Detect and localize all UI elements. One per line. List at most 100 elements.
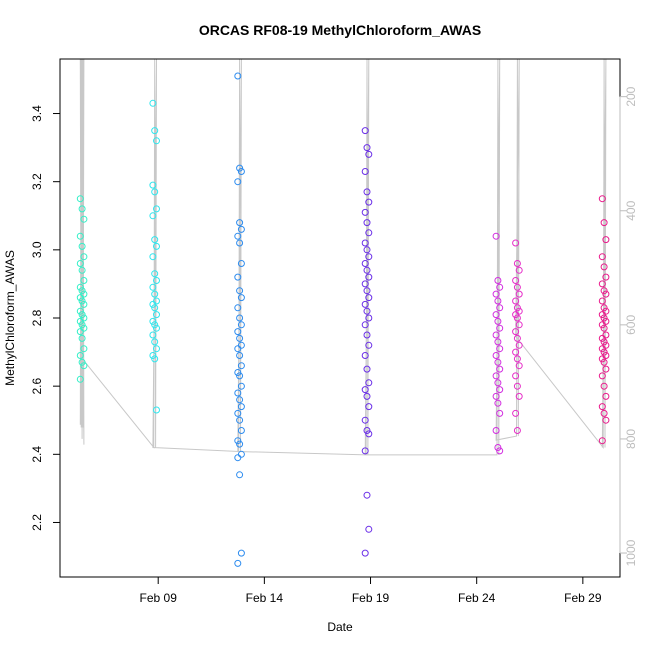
data-point (361, 208, 369, 216)
y2-tick-label: 800 (624, 429, 638, 449)
data-point (153, 345, 160, 353)
data-point (598, 280, 606, 288)
data-point (76, 294, 84, 302)
data-point (237, 403, 245, 411)
x-axis: Feb 09 Feb 14 Feb 19 Feb 24 Feb 29 (140, 577, 602, 605)
data-point (361, 280, 369, 288)
y-tick-label: 2.4 (30, 446, 44, 463)
data-point (492, 311, 500, 319)
data-point (602, 273, 610, 281)
data-point (153, 242, 160, 250)
data-point (361, 321, 369, 329)
data-point (361, 127, 369, 135)
data-point (598, 253, 606, 261)
y2-tick-label: 200 (624, 86, 638, 106)
data-point (512, 297, 520, 305)
data-point (496, 447, 504, 455)
data-point (602, 236, 610, 244)
y-tick-label: 2.8 (30, 309, 44, 326)
data-point (149, 300, 157, 308)
data-point (512, 372, 520, 380)
data-point (151, 321, 159, 329)
data-point (149, 317, 157, 325)
data-point (236, 440, 244, 448)
data-point (365, 403, 373, 411)
data-point (237, 294, 245, 302)
data-point (496, 409, 504, 417)
data-point (496, 345, 504, 353)
data-point (512, 409, 520, 417)
data-point (598, 372, 606, 380)
data-point (365, 150, 373, 158)
data-point (76, 260, 84, 267)
x-tick-label: Feb 14 (246, 591, 284, 605)
data-point (234, 389, 242, 397)
data-point (365, 525, 373, 533)
data-point (494, 358, 502, 366)
data-point (80, 362, 88, 370)
data-point (598, 355, 606, 363)
y2-axis: 200 400 600 800 1000 (619, 86, 638, 566)
data-point (496, 304, 504, 312)
data-point (365, 273, 373, 281)
data-point (365, 314, 373, 322)
data-point (236, 372, 244, 380)
data-point (80, 290, 88, 298)
data-point (237, 225, 245, 233)
data-point (153, 137, 160, 145)
data-point (151, 270, 159, 278)
data-point (237, 549, 245, 557)
data-point (494, 379, 502, 387)
data-point (602, 365, 610, 373)
chart-title: ORCAS RF08-19 MethylChloroform_AWAS (199, 22, 481, 38)
data-point (76, 283, 84, 291)
data-point (76, 328, 84, 336)
data-point (600, 409, 608, 417)
data-point (598, 297, 606, 305)
data-point (494, 444, 502, 451)
data-point (363, 144, 371, 152)
data-point (513, 382, 521, 390)
data-point (513, 314, 521, 322)
data-point (361, 352, 369, 359)
data-point (515, 392, 523, 400)
data-point (234, 559, 242, 567)
data-point (363, 287, 371, 295)
data-point (149, 331, 157, 339)
data-point (512, 311, 520, 319)
data-point (361, 300, 369, 308)
data-point (80, 215, 88, 223)
data-point (149, 99, 157, 107)
data-point (365, 229, 373, 237)
data-point (361, 260, 369, 267)
data-point (151, 236, 159, 244)
y-tick-label: 2.2 (30, 514, 44, 531)
data-point (598, 321, 606, 329)
data-point (600, 338, 608, 346)
data-point (513, 334, 521, 342)
data-point (151, 290, 159, 298)
y-tick-label: 2.6 (30, 377, 44, 394)
data-point (361, 549, 369, 557)
y-tick-label: 3.0 (30, 241, 44, 258)
data-point (602, 290, 610, 298)
data-point (234, 454, 242, 462)
data-point (515, 290, 523, 298)
data-point (598, 403, 606, 411)
data-point (602, 392, 610, 400)
data-point (363, 491, 371, 499)
data-point (492, 427, 500, 434)
data-point (365, 198, 373, 206)
data-point (361, 239, 369, 247)
x-tick-label: Feb 29 (564, 591, 602, 605)
data-point (494, 317, 502, 325)
data-point (153, 324, 160, 332)
data-point (513, 427, 521, 434)
data-point (153, 205, 160, 213)
altitude-track-layer (79, 58, 607, 456)
data-point (361, 447, 369, 455)
data-point (151, 304, 159, 312)
data-point (80, 345, 88, 353)
data-point (363, 246, 371, 254)
data-point (515, 341, 523, 349)
